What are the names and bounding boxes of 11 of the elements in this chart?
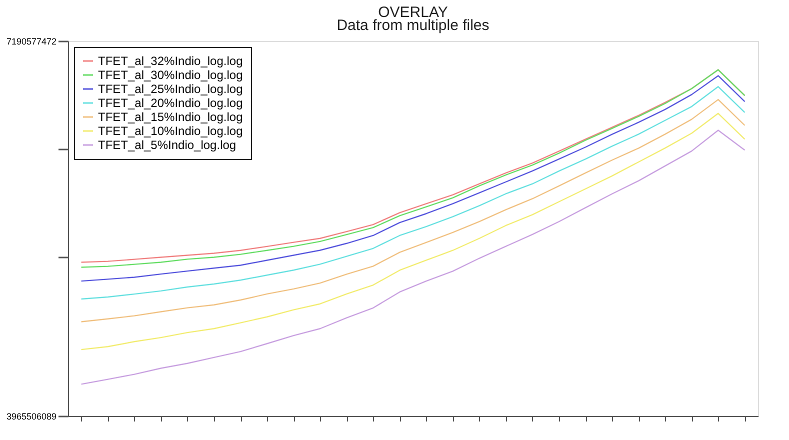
line-series — [80, 112, 746, 350]
legend-label: TFET_al_32%Indio_log.log — [98, 54, 243, 68]
legend-label: TFET_al_15%Indio_log.log — [98, 110, 243, 124]
chart-subtitle: Data from multiple files — [336, 17, 490, 34]
legend-label: TFET_al_25%Indio_log.log — [98, 82, 243, 96]
y-tick-label: 7190577472 — [6, 36, 56, 46]
y-tick-label: 3965506089 — [6, 412, 56, 422]
legend-label: TFET_al_30%Indio_log.log — [98, 68, 243, 82]
legend-label: TFET_al_20%Indio_log.log — [98, 96, 243, 110]
legend-label: TFET_al_5%Indio_log.log — [98, 138, 236, 152]
legend-label: TFET_al_10%Indio_log.log — [98, 124, 243, 138]
